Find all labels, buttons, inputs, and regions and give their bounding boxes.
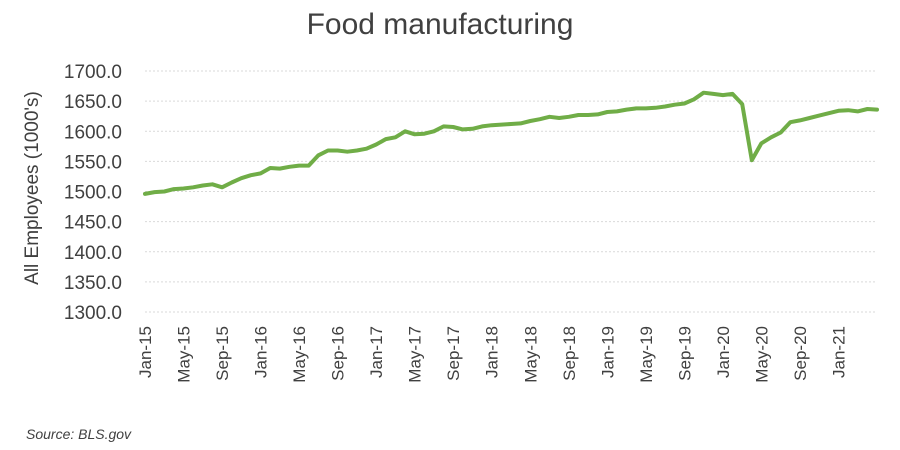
y-tick-label: 1350.0 (64, 273, 122, 294)
x-tick-label: Jan-17 (367, 326, 386, 378)
y-tick-label: 1600.0 (64, 122, 122, 143)
y-axis-ticks: 1300.0 1350.0 1400.0 1450.0 1500.0 1550.0 1600… (64, 62, 122, 324)
x-tick-label: Jan-19 (598, 326, 617, 378)
x-tick-label: Sep-15 (213, 326, 232, 381)
y-tick-label: 1500.0 (64, 183, 122, 204)
x-tick-label: Sep-18 (560, 326, 579, 381)
y-tick-label: 1650.0 (64, 92, 122, 113)
y-tick-label: 1400.0 (64, 243, 122, 264)
series-layer (143, 90, 879, 196)
x-tick-label: Jan-21 (829, 326, 848, 378)
y-tick-label: 1700.0 (64, 62, 122, 83)
y-tick-label: 1300.0 (64, 303, 122, 324)
source-note: Source: BLS.gov (26, 426, 132, 442)
x-tick-label: May-16 (290, 326, 309, 383)
y-tick-label: 1450.0 (64, 213, 122, 234)
series-line (143, 90, 879, 196)
y-axis-label: All Employees (1000's) (22, 91, 43, 285)
x-tick-label: Jan-20 (714, 326, 733, 378)
x-tick-label: May-15 (175, 326, 194, 383)
x-tick-label: Jan-18 (483, 326, 502, 378)
x-tick-label: May-17 (406, 326, 425, 383)
x-tick-label: Sep-19 (675, 326, 694, 381)
x-tick-label: Jan-15 (136, 326, 155, 378)
x-tick-label: May-19 (637, 326, 656, 383)
x-tick-label: Sep-17 (444, 326, 463, 381)
gridlines (145, 70, 877, 313)
x-tick-label: May-20 (752, 326, 771, 383)
chart-title: Food manufacturing (307, 8, 574, 41)
x-tick-label: Jan-16 (252, 326, 271, 378)
y-tick-label: 1550.0 (64, 152, 122, 173)
x-axis-ticks: Jan-15 May-15 Sep-15 Jan-16 May-16 Sep-16 Jan-… (136, 326, 848, 383)
x-tick-label: May-18 (521, 326, 540, 383)
x-tick-label: Sep-20 (791, 326, 810, 381)
x-tick-label: Sep-16 (329, 326, 348, 381)
